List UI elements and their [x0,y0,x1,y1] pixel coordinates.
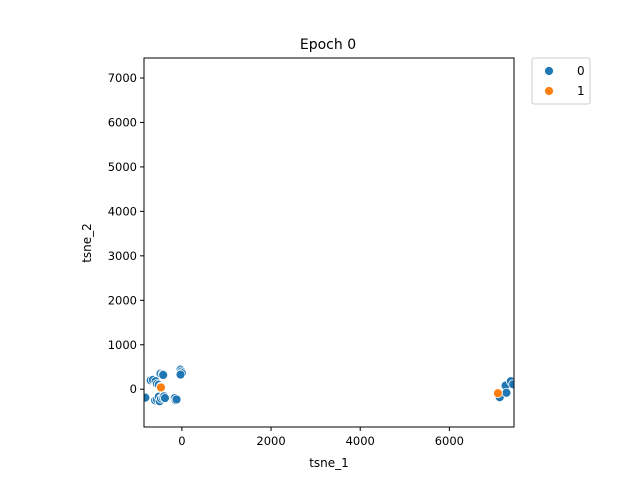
legend-label-0: 0 [577,64,585,78]
data-point-series-1 [156,382,166,393]
legend: 0 1 [531,57,591,105]
x-axis-label: tsne_1 [309,456,349,470]
legend-marker-1 [544,86,554,96]
legend-entry-1: 1 [544,84,585,98]
data-points [144,364,514,407]
y-tick-label: 5000 [108,160,137,174]
chart-title: Epoch 0 [300,37,356,53]
x-tick-label: 6000 [435,434,464,448]
y-tick-label: 2000 [108,293,137,307]
plot-area [143,57,515,428]
data-point-series-0 [501,387,512,398]
y-tick-label: 1000 [108,338,137,352]
data-point-series-0 [175,369,186,380]
y-axis-label: tsne_2 [80,223,94,263]
x-tick-label: 2000 [256,434,285,448]
x-axis: 0 2000 4000 6000 [178,427,464,448]
legend-label-1: 1 [577,84,585,98]
y-axis: 0 1000 2000 3000 4000 5000 6000 7000 [108,71,144,396]
legend-marker-0 [544,66,554,76]
data-point-series-0 [171,394,182,405]
x-tick-label: 4000 [346,434,375,448]
x-tick-label: 0 [178,434,185,448]
data-point-series-1 [493,388,503,399]
y-tick-label: 4000 [108,204,137,218]
plot-frame [143,57,515,428]
data-point-series-0 [508,379,514,390]
y-tick-label: 7000 [108,71,137,85]
data-point-series-0 [160,393,170,404]
y-tick-label: 0 [130,382,137,396]
data-point-series-0 [158,370,169,380]
data-point-series-0 [144,392,151,403]
y-tick-label: 6000 [108,115,137,129]
legend-entry-0: 0 [544,64,585,78]
y-tick-label: 3000 [108,249,137,263]
